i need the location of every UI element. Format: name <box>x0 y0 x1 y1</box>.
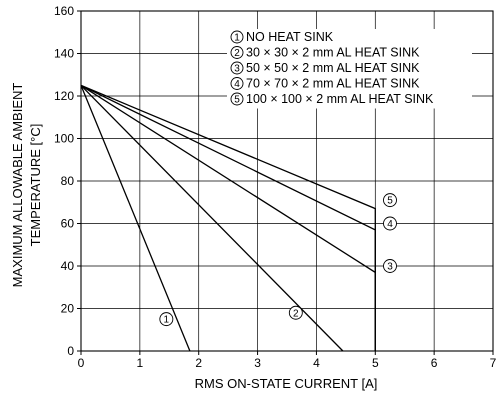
svg-text:4: 4 <box>234 79 240 90</box>
x-tick-label: 1 <box>137 356 144 370</box>
svg-text:5: 5 <box>234 95 240 106</box>
svg-text:2: 2 <box>293 308 299 319</box>
svg-text:1: 1 <box>234 33 240 44</box>
legend-label: 70 × 70 × 2 mm AL HEAT SINK <box>246 77 420 91</box>
y-axis-title-line-2: TEMPERATURE [°C] <box>28 124 43 247</box>
y-tick-label: 40 <box>61 259 75 273</box>
legend-label: 50 × 50 × 2 mm AL HEAT SINK <box>246 61 420 75</box>
x-tick-label: 4 <box>313 356 320 370</box>
curve-labels: 1 2 3 4 5 <box>159 193 397 327</box>
y-tick-label: 80 <box>61 174 75 188</box>
y-tick-label: 140 <box>54 47 74 61</box>
legend-label: 30 × 30 × 2 mm AL HEAT SINK <box>246 46 420 60</box>
legend-marker-5: 5 <box>230 92 244 106</box>
series-line-1 <box>80 85 191 352</box>
y-tick-label: 20 <box>61 302 75 316</box>
curve-label-2: 2 <box>288 305 303 320</box>
y-tick-label: 160 <box>54 4 74 18</box>
svg-text:4: 4 <box>387 219 393 230</box>
x-tick-label: 2 <box>195 356 202 370</box>
svg-text:3: 3 <box>234 64 240 75</box>
y-tick-label: 60 <box>61 217 75 231</box>
legend-entry: 3 50 × 50 × 2 mm AL HEAT SINK <box>230 61 420 75</box>
svg-text:1: 1 <box>164 315 170 326</box>
x-tick-label: 3 <box>254 356 261 370</box>
y-tick-label: 0 <box>67 344 74 358</box>
legend-entry: 1 NO HEAT SINK <box>230 30 334 44</box>
x-axis-title: RMS ON-STATE CURRENT [A] <box>195 376 378 391</box>
x-tick-label: 6 <box>431 356 438 370</box>
curve-label-4: 4 <box>383 216 397 231</box>
x-tick-label: 0 <box>78 356 85 370</box>
legend-label: NO HEAT SINK <box>246 30 334 44</box>
x-tick-label: 7 <box>490 356 496 370</box>
legend-entry: 4 70 × 70 × 2 mm AL HEAT SINK <box>230 77 420 91</box>
curve-label-5: 5 <box>383 193 397 208</box>
legend-background <box>227 29 472 109</box>
y-tick-label: 120 <box>54 89 74 103</box>
legend: 1 NO HEAT SINK 2 30 × 30 × 2 mm AL HEAT SIN… <box>227 29 472 109</box>
x-tick-label: 5 <box>372 356 379 370</box>
y-tick-label: 100 <box>54 132 74 146</box>
series-lines <box>80 84 376 352</box>
legend-entry: 2 30 × 30 × 2 mm AL HEAT SINK <box>230 46 420 60</box>
series-line-2 <box>80 84 344 352</box>
series-line-3 <box>80 84 376 351</box>
legend-marker-1: 1 <box>230 30 244 44</box>
legend-marker-2: 2 <box>230 46 244 59</box>
curve-label-1: 1 <box>159 312 174 327</box>
legend-marker-4: 4 <box>230 77 244 90</box>
svg-text:2: 2 <box>234 48 240 59</box>
legend-entry: 5 100 × 100 × 2 mm AL HEAT SINK <box>230 92 434 106</box>
svg-text:5: 5 <box>387 196 393 207</box>
legend-marker-3: 3 <box>230 61 244 75</box>
series-line-4 <box>80 84 376 351</box>
series-line-5 <box>80 84 376 351</box>
legend-label: 100 × 100 × 2 mm AL HEAT SINK <box>246 92 434 106</box>
svg-text:3: 3 <box>387 262 393 273</box>
y-axis-title-line-1: MAXIMUM ALLOWABLE AMBIENT <box>10 83 25 288</box>
axis-ticks: 0 1 2 3 4 5 6 7 0 20 40 60 80 100 120 140 160 <box>54 4 496 370</box>
curve-label-3: 3 <box>383 259 397 273</box>
